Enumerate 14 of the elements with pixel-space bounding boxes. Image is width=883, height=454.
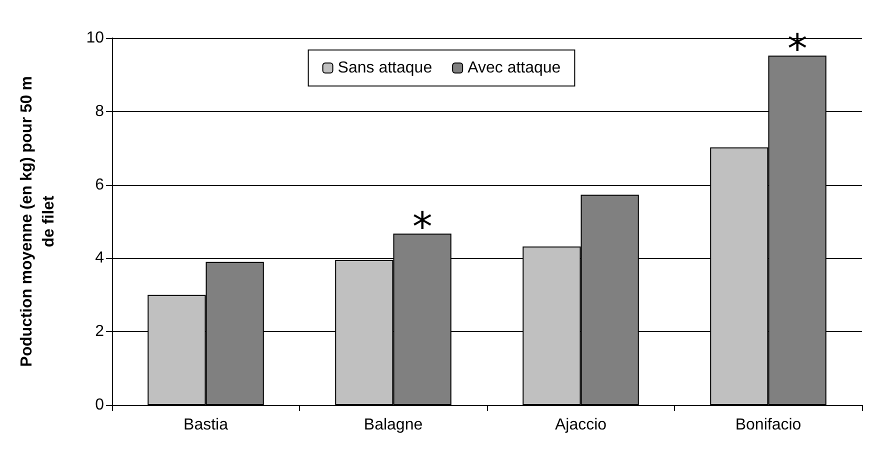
legend-label: Sans attaque [338, 60, 432, 76]
x-tick-label: Balagne [364, 416, 423, 434]
y-tick-label: 6 [95, 176, 104, 194]
y-tick-label: 0 [95, 396, 104, 414]
annotation: * [412, 204, 432, 251]
y-axis-title: Poduction moyenne (en kg) pour 50 m de filet [18, 76, 58, 367]
x-tick-label: Bastia [184, 416, 228, 434]
y-tick-label: 10 [86, 30, 104, 46]
legend-label: Avec attaque [468, 60, 561, 76]
y-tick-label: 4 [95, 250, 104, 267]
x-tick-label: Ajaccio [554, 416, 607, 434]
x-tick-label: Bonifacio [735, 416, 802, 434]
y-tick-label: 8 [95, 102, 104, 120]
y-tick-label: 2 [95, 323, 104, 340]
